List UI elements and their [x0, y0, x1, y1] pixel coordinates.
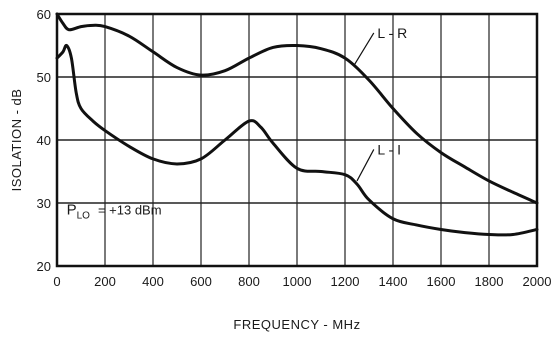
svg-text:PLO= +13 dBm: PLO = +13 dBm — [67, 201, 162, 221]
y-tick-label-60: 60 — [37, 7, 51, 22]
series-line-1 — [55, 43, 539, 237]
x-tick-label-800: 800 — [238, 274, 260, 289]
x-tick-label-2000: 2000 — [523, 274, 552, 289]
annotation-value: = +13 dBm — [98, 202, 162, 217]
series-label-l-i: L - I — [377, 141, 401, 157]
annotation-subscript: LO — [77, 210, 91, 221]
y-axis-label: ISOLATION - dB — [9, 89, 24, 192]
x-tick-label-0: 0 — [53, 274, 60, 289]
x-tick-label-400: 400 — [142, 274, 164, 289]
x-tick-label-1000: 1000 — [283, 274, 312, 289]
x-tick-labels: 0 200 400 600 800 1000 1200 1400 1600 1800 2000 — [53, 274, 551, 289]
y-tick-label-30: 30 — [37, 196, 51, 211]
leader-line-l-i — [356, 149, 375, 182]
y-tick-label-20: 20 — [37, 259, 51, 274]
series-label-l-r: L - R — [377, 25, 407, 41]
x-tick-label-1800: 1800 — [475, 274, 504, 289]
y-tick-label-40: 40 — [37, 133, 51, 148]
plot-frame — [55, 12, 539, 268]
x-axis-label: FREQUENCY - MHz — [233, 317, 360, 332]
x-tick-label-200: 200 — [94, 274, 116, 289]
x-tick-label-600: 600 — [190, 274, 212, 289]
power-annotation: PLO = +13 dBm — [67, 201, 162, 221]
annotation-symbol: P — [67, 201, 77, 218]
y-tick-labels: 20 30 40 50 60 — [37, 7, 51, 274]
leader-line-l-r — [354, 32, 375, 65]
x-tick-label-1400: 1400 — [379, 274, 408, 289]
series-layer — [55, 12, 539, 237]
x-tick-label-1200: 1200 — [331, 274, 360, 289]
series-line-0 — [55, 12, 539, 205]
grid — [56, 13, 538, 267]
x-tick-label-1600: 1600 — [427, 274, 456, 289]
y-tick-label-50: 50 — [37, 70, 51, 85]
